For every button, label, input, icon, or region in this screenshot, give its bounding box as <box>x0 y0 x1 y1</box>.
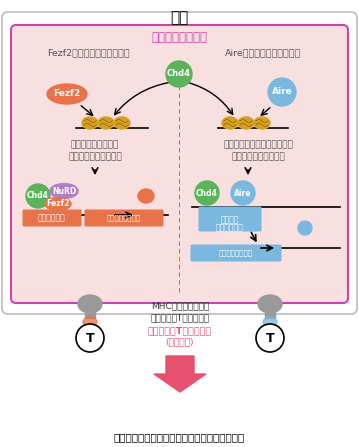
Ellipse shape <box>222 117 238 129</box>
Bar <box>85 308 95 318</box>
Bar <box>265 308 275 318</box>
Ellipse shape <box>298 221 312 235</box>
Text: スーパーエンハンサー領域の: スーパーエンハンサー領域の <box>223 140 293 149</box>
Text: Chd4: Chd4 <box>27 191 49 201</box>
Text: Aire: Aire <box>234 189 252 198</box>
FancyBboxPatch shape <box>11 25 348 303</box>
Ellipse shape <box>82 117 98 129</box>
Text: 胸腺: 胸腺 <box>171 10 188 25</box>
Text: Aireによる遺伝子発現制御: Aireによる遺伝子発現制御 <box>225 48 301 57</box>
Text: Fezf2: Fezf2 <box>46 199 70 208</box>
Text: T: T <box>266 332 274 345</box>
Text: Aire: Aire <box>272 88 292 97</box>
Ellipse shape <box>254 117 270 129</box>
Text: 自己反応性T細胞の除去: 自己反応性T細胞の除去 <box>148 326 212 335</box>
Text: Chd4: Chd4 <box>196 189 218 198</box>
FancyArrow shape <box>154 356 206 392</box>
FancyBboxPatch shape <box>199 207 261 232</box>
FancyBboxPatch shape <box>23 210 81 227</box>
Ellipse shape <box>83 317 97 327</box>
Text: クロマチン構造を制御: クロマチン構造を制御 <box>231 152 285 161</box>
Text: エンハンサー: エンハンサー <box>216 224 244 232</box>
Circle shape <box>26 184 50 208</box>
Text: 末梢組織自己抗原: 末梢組織自己抗原 <box>107 215 141 221</box>
Text: T: T <box>86 332 94 345</box>
Text: Fezf2による遺伝子発現制御: Fezf2による遺伝子発現制御 <box>47 48 129 57</box>
Circle shape <box>166 61 192 87</box>
Text: プロモーター: プロモーター <box>38 214 66 223</box>
Circle shape <box>268 78 296 106</box>
Ellipse shape <box>78 295 102 313</box>
Text: 免疫寛容を維持し、自己免疫疾患の発症を防ぐ: 免疫寛容を維持し、自己免疫疾患の発症を防ぐ <box>114 432 245 442</box>
Text: NuRD: NuRD <box>52 186 76 195</box>
Ellipse shape <box>45 198 71 211</box>
Text: 胸腺髄質上皮細胞: 胸腺髄質上皮細胞 <box>151 31 208 44</box>
Ellipse shape <box>47 84 87 104</box>
Circle shape <box>231 181 255 205</box>
Text: スーパー: スーパー <box>221 215 239 224</box>
FancyBboxPatch shape <box>2 12 357 314</box>
Ellipse shape <box>263 317 277 327</box>
FancyBboxPatch shape <box>84 210 163 227</box>
Text: MHCにより末梢組織: MHCにより末梢組織 <box>151 301 209 310</box>
Circle shape <box>76 324 104 352</box>
Ellipse shape <box>238 117 254 129</box>
Ellipse shape <box>50 184 78 198</box>
Ellipse shape <box>258 295 282 313</box>
Text: Chd4: Chd4 <box>167 69 191 79</box>
Ellipse shape <box>98 117 114 129</box>
Text: プロモーター領域の: プロモーター領域の <box>71 140 119 149</box>
Circle shape <box>195 181 219 205</box>
FancyBboxPatch shape <box>191 245 281 261</box>
Text: (負の選択): (負の選択) <box>166 337 194 346</box>
Text: Fezf2: Fezf2 <box>53 89 81 98</box>
Circle shape <box>256 324 284 352</box>
Text: 自己抗原をT細胞へ提示: 自己抗原をT細胞へ提示 <box>150 313 210 322</box>
Ellipse shape <box>138 189 154 203</box>
Ellipse shape <box>114 117 130 129</box>
Text: 末梢組織自己抗原: 末梢組織自己抗原 <box>219 250 253 256</box>
Text: クロマチン構造を制御: クロマチン構造を制御 <box>68 152 122 161</box>
